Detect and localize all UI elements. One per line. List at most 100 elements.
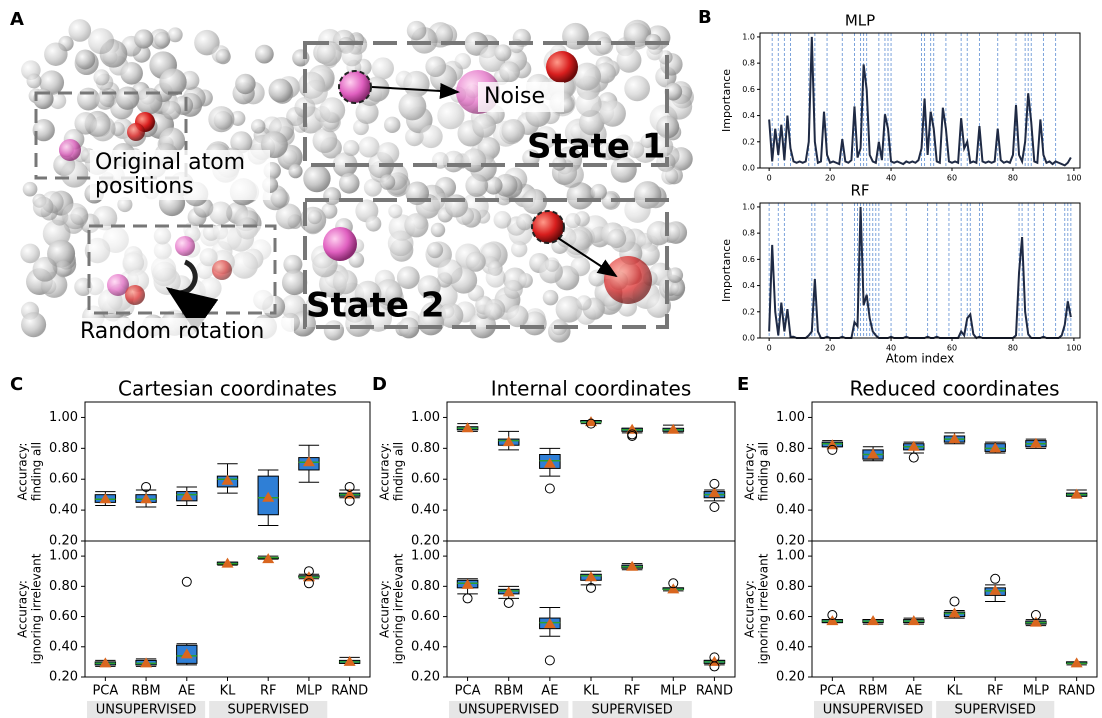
mean: [302, 571, 315, 582]
x-tick-label: AE: [178, 684, 195, 699]
mean: [262, 491, 275, 502]
atom: [316, 40, 342, 67]
atom: [268, 78, 293, 103]
atom: [404, 213, 429, 238]
y-tick-label: 0.80: [411, 579, 440, 594]
label-bg: [76, 318, 294, 346]
atom: [435, 24, 458, 46]
atom: [437, 101, 465, 130]
atom: [93, 69, 110, 86]
x-tick-label: RF: [987, 684, 1004, 699]
y-axis-label: finding all: [757, 442, 771, 501]
outlier: [462, 593, 473, 604]
atom: [125, 285, 145, 305]
y-tick-label: 0.40: [411, 503, 440, 518]
atom: [493, 210, 512, 229]
y-tick-label: 0.40: [776, 639, 805, 654]
atom: [664, 221, 688, 244]
state-label: State 2: [306, 286, 445, 326]
group-bg: [814, 701, 933, 718]
x-tick-label: RBM: [858, 684, 887, 699]
y-tick-label: 0.40: [776, 503, 805, 518]
atom: [281, 269, 308, 296]
atom: [604, 256, 652, 304]
atom: [531, 210, 565, 244]
y-tick-label: 0.60: [49, 609, 78, 624]
atom: [667, 267, 684, 283]
atom: [573, 62, 602, 91]
atom: [384, 116, 401, 134]
x-tick-label: 100: [1066, 344, 1081, 353]
atom: [39, 70, 65, 95]
mean: [343, 655, 356, 666]
atom: [499, 61, 520, 83]
atom: [275, 203, 302, 230]
y-axis-label: Accuracy:: [378, 443, 392, 501]
y-axis-label: finding all: [392, 442, 406, 501]
atom: [398, 317, 420, 339]
atom: [640, 134, 655, 149]
atom: [516, 213, 534, 231]
atom: [406, 20, 427, 41]
mean: [140, 657, 153, 668]
atom: [546, 51, 578, 83]
atom: [303, 164, 331, 193]
atom: [230, 131, 253, 154]
outlier: [709, 502, 720, 513]
atom: [364, 76, 390, 102]
atom: [376, 142, 400, 165]
atom: [363, 178, 382, 197]
y-tick-label: 0.20: [776, 534, 805, 549]
arrow: [557, 237, 618, 278]
mean: [502, 586, 515, 597]
atom: [288, 164, 303, 179]
mean: [221, 557, 234, 568]
atom: [485, 267, 506, 288]
outlier: [908, 452, 919, 463]
atom: [348, 252, 365, 268]
atom: [565, 213, 581, 229]
x-tick-label: 40: [886, 174, 896, 183]
outlier: [827, 444, 838, 455]
y-axis-label: ignoring irrelevant: [757, 553, 771, 664]
line: [768, 36, 1072, 167]
y-tick-label: 0.20: [49, 670, 78, 685]
x-tick-label: 80: [1008, 344, 1018, 353]
atom: [387, 230, 414, 257]
original-label: Original atom: [95, 150, 245, 175]
y-axis-label: Accuracy:: [16, 580, 30, 638]
x-tick-label: RAND: [331, 684, 368, 699]
chart-title: MLP: [845, 12, 875, 30]
x-tick-label: 0: [767, 344, 772, 353]
atom: [303, 79, 328, 105]
mean: [543, 618, 556, 629]
atom: [321, 202, 338, 219]
atom: [162, 101, 182, 120]
panel-label: C: [10, 374, 23, 395]
y-axis-label: Accuracy:: [743, 580, 757, 638]
y-axis-label: Importance: [720, 69, 733, 132]
label-bg: [478, 82, 564, 112]
atom: [208, 106, 235, 133]
mean: [667, 583, 680, 594]
mean: [180, 648, 193, 659]
atom: [95, 90, 115, 110]
chart-title: Reduced coordinates: [849, 377, 1059, 401]
y-tick-label: 0.0: [742, 334, 755, 343]
y-tick-label: 0.60: [776, 609, 805, 624]
atom: [154, 31, 171, 48]
panel-label: D: [372, 374, 387, 395]
x-tick-label: 80: [1008, 174, 1018, 183]
outlier: [303, 566, 314, 577]
atom: [117, 196, 133, 213]
atom: [92, 205, 118, 231]
mean: [867, 615, 880, 626]
atom: [215, 49, 231, 65]
atom: [564, 229, 591, 256]
group-bg: [209, 701, 328, 718]
atom: [32, 119, 55, 142]
y-tick-label: 0.60: [411, 609, 440, 624]
atom: [616, 47, 642, 73]
panel-label: B: [698, 7, 712, 28]
